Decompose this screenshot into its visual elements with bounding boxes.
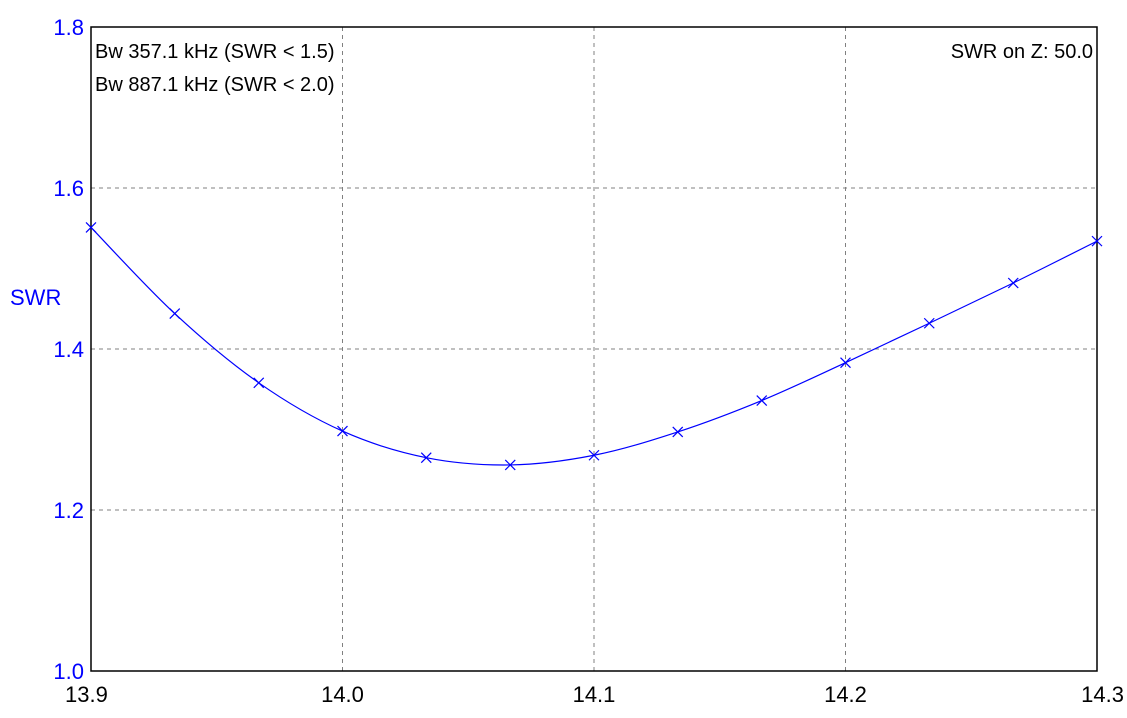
- data-point-marker: [1007, 277, 1019, 289]
- data-point-marker: [504, 459, 516, 471]
- x-tick-labels: 13.9 14.0 14.1 14.2 14.3: [65, 682, 1124, 707]
- swr-impedance-annotation: SWR on Z: 50.0: [951, 41, 1093, 63]
- data-point-marker: [923, 317, 935, 329]
- bandwidth-2-0-annotation: Bw 887.1 kHz (SWR < 2.0): [95, 74, 335, 96]
- plot-frame: [90, 26, 1098, 672]
- grid-lines: [91, 27, 1097, 671]
- data-point-marker: [756, 395, 768, 406]
- y-tick-label: 1.8: [53, 15, 84, 40]
- data-point-marker: [840, 357, 851, 369]
- data-point-marker: [1091, 235, 1103, 247]
- y-tick-label: 1.0: [53, 659, 84, 684]
- x-tick-label: 14.1: [573, 682, 616, 707]
- y-tick-label: 1.4: [53, 337, 84, 362]
- y-axis-label: SWR: [10, 285, 61, 310]
- data-point-marker: [337, 425, 348, 437]
- data-point-marker: [672, 426, 684, 438]
- data-point-marker: [420, 452, 432, 464]
- x-tick-label: 14.2: [824, 682, 867, 707]
- y-tick-labels: 1.0 1.2 1.4 1.6 1.8: [53, 15, 84, 684]
- y-tick-label: 1.6: [53, 176, 84, 201]
- x-tick-label: 13.9: [65, 682, 108, 707]
- x-tick-label: 14.3: [1081, 682, 1124, 707]
- x-tick-label: 14.0: [321, 682, 364, 707]
- data-point-marker: [588, 449, 600, 461]
- data-point-marker: [253, 377, 265, 389]
- y-tick-label: 1.2: [53, 498, 84, 523]
- data-point-marker: [85, 222, 97, 233]
- series-swr: [85, 222, 1103, 471]
- data-point-marker: [169, 308, 181, 320]
- bandwidth-1-5-annotation: Bw 357.1 kHz (SWR < 1.5): [95, 41, 335, 63]
